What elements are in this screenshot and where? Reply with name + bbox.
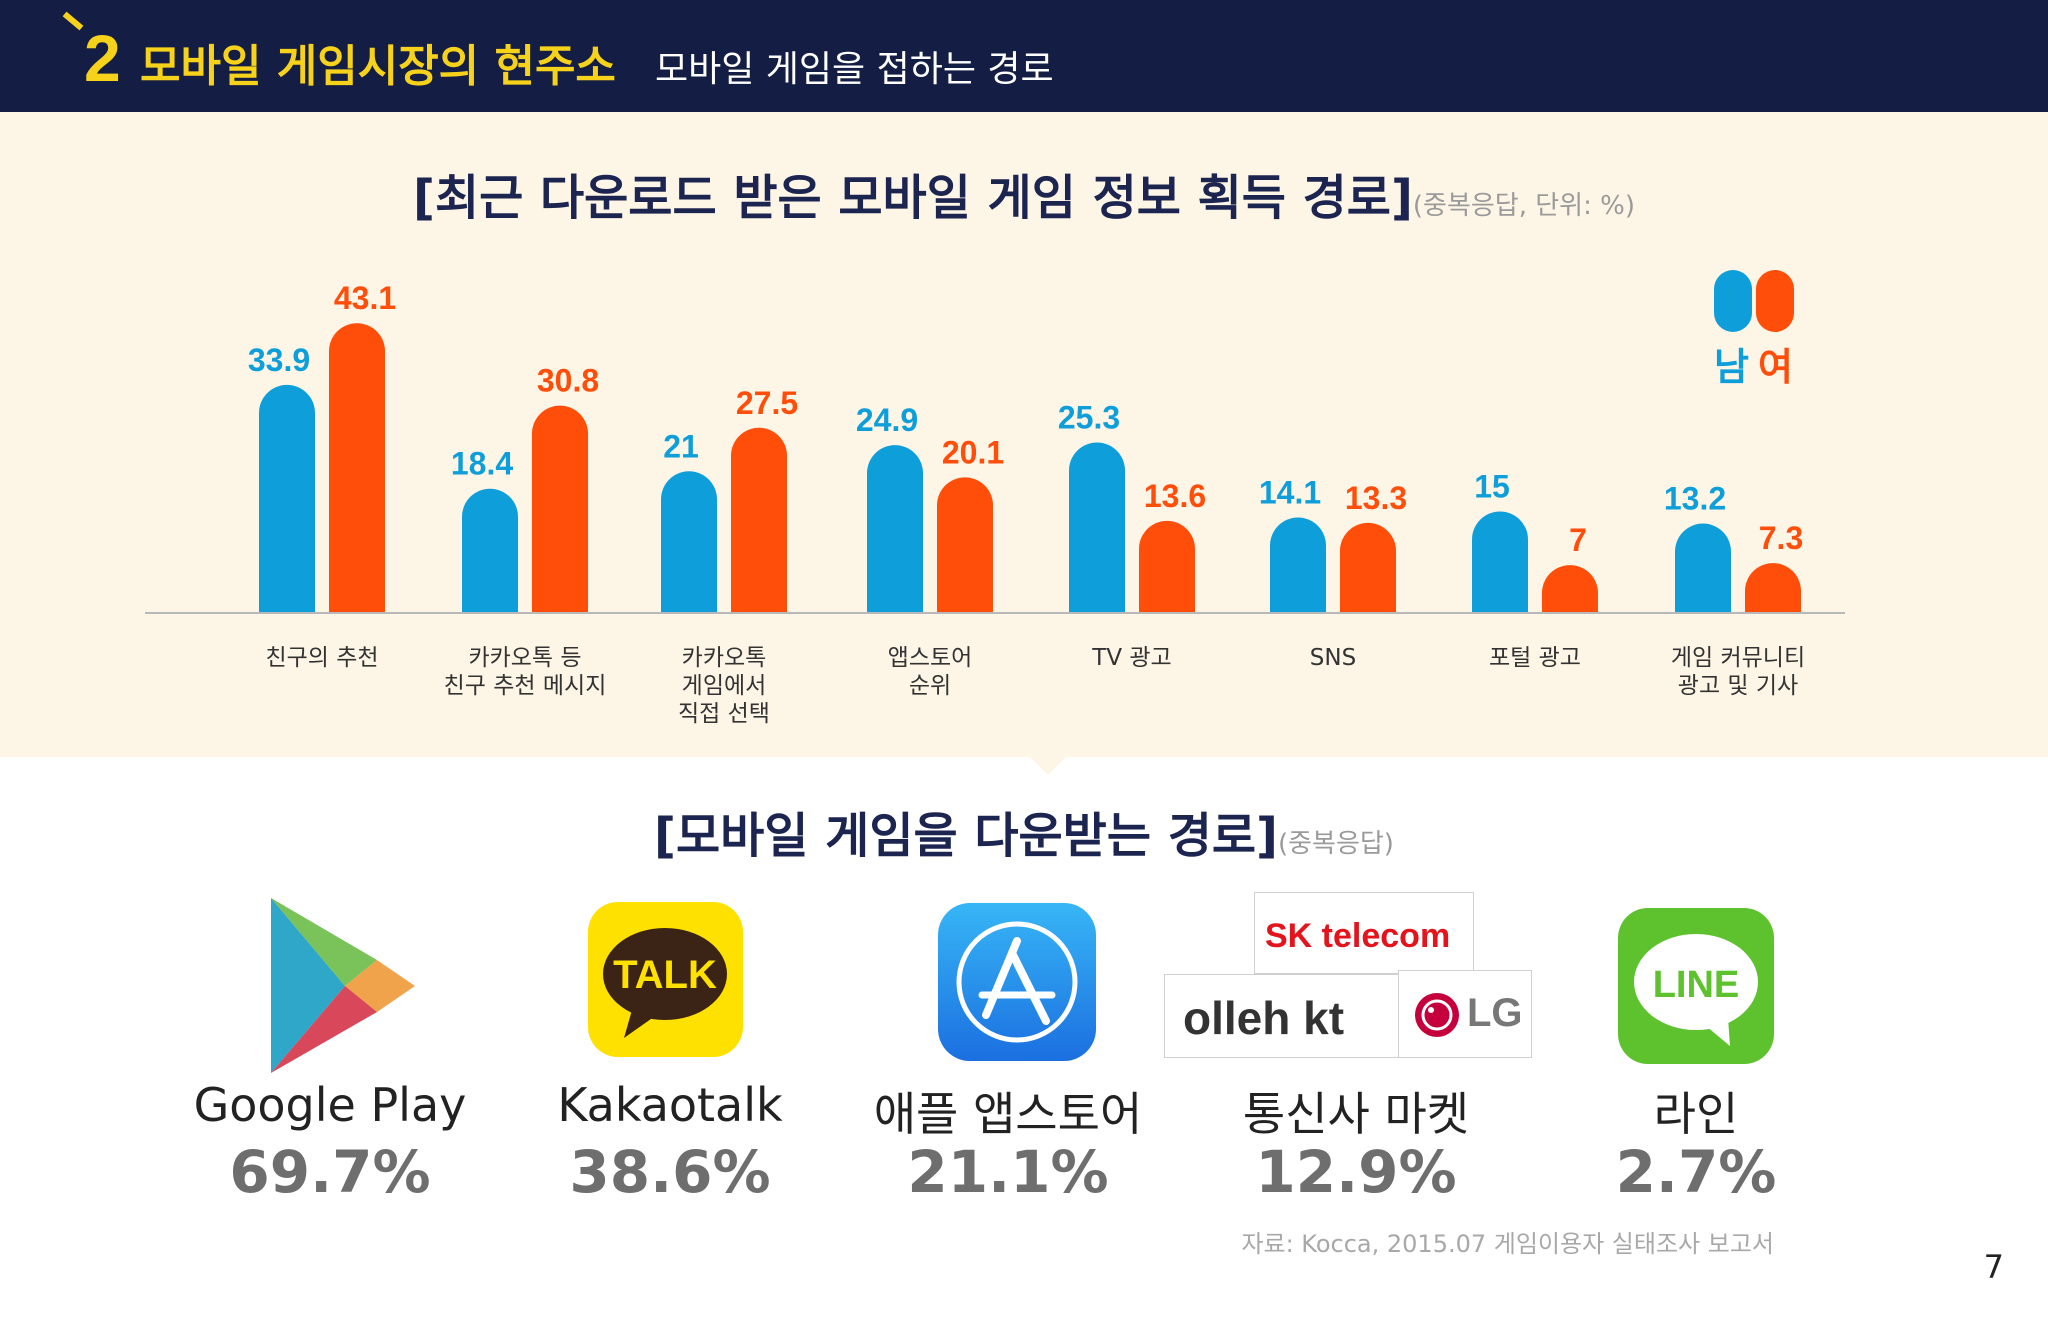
data-label: 24.9 [856,402,918,438]
data-label: 7.3 [1759,520,1803,556]
download-routes-title: [모바일 게임을 다운받는 경로](중복응답) [0,796,2048,866]
line-logo-text: LINE [1653,964,1740,1006]
data-label: 43.1 [334,280,396,316]
platform-line: LINE 라인 2.7% [1536,0,1856,1320]
data-label: 14.1 [1259,475,1321,511]
chart-legend: 남 여 [1710,270,1800,389]
data-label: 13.2 [1664,481,1726,517]
legend-male-swatch [1714,270,1752,332]
platform-percent: 38.6% [569,1138,771,1206]
data-label: 13.6 [1144,478,1206,514]
data-label: 7 [1569,522,1587,558]
category-label: 카카오톡 등 [468,645,581,671]
category-label: SNS [1310,645,1356,671]
category-label: 게임에서 [682,673,767,699]
kakaotalk-icon: TALK [588,902,743,1057]
section-subtitle: 모바일 게임을 접하는 경로 [655,49,1054,90]
legend-female-label: 여 [1758,345,1793,389]
platform-telecom: SK telecom olleh kt LG 통신사 마켓 12.9% [1164,0,1532,1320]
bar-male [867,445,923,612]
platform-percent: 21.1% [907,1138,1109,1206]
platform-app-store: 애플 앱스토어 21.1% [848,0,1168,1320]
category-label: 친구의 추천 [265,645,378,671]
chart-title: [최근 다운로드 받은 모바일 게임 정보 획득 경로](중복응답, 단위: %… [0,158,2048,228]
bar-female [1340,522,1396,612]
category-label: 게임 커뮤니티 [1671,645,1805,671]
bar-female [1139,520,1195,612]
bar-female [1745,563,1801,612]
platform-percent: 2.7% [1615,1138,1777,1206]
kakaotalk-logo-text: TALK [613,953,717,997]
bar-male [1675,523,1731,612]
category-label: 카카오톡 [682,645,767,671]
platform-percent: 69.7% [229,1138,431,1206]
platform-name: 애플 앱스토어 [873,1087,1143,1141]
platform-google-play: Google Play 69.7% [170,0,490,1320]
bar-female [937,477,993,612]
platform-name: Kakaotalk [557,1078,783,1132]
legend-female-swatch [1756,270,1794,332]
olleh-kt-logo: olleh kt [1164,974,1416,1058]
bar-male [259,384,315,612]
data-label: 30.8 [537,363,599,399]
line-icon: LINE [1618,908,1774,1064]
lg-logo: LG [1398,970,1532,1058]
google-play-icon [271,898,415,1073]
data-label: 18.4 [451,446,513,482]
bar-female [532,405,588,612]
category-label: 앱스토어 [888,645,973,671]
bar-female [1542,565,1598,612]
category-label: 포털 광고 [1489,645,1581,671]
platform-name: 라인 [1653,1087,1739,1141]
download-routes-note: (중복응답) [1277,829,1394,859]
category-label: 친구 추천 메시지 [444,673,607,699]
category-label: 순위 [909,673,951,699]
telecom-logos-icon: SK telecom olleh kt LG [1164,890,1548,1060]
panel-pointer [1028,755,1068,775]
download-routes-title-text: [모바일 게임을 다운받는 경로] [654,808,1278,864]
olleh-kt-logo-text: olleh kt [1183,992,1345,1044]
bar-male [661,471,717,612]
bar-male [462,488,518,612]
legend-male-label: 남 [1714,345,1749,389]
chart-note: (중복응답, 단위: %) [1412,191,1635,221]
data-label: 27.5 [736,385,798,421]
source-note: 자료: Kocca, 2015.07 게임이용자 실태조사 보고서 [1241,1230,1774,1258]
sk-telecom-logo: SK telecom [1254,892,1474,974]
lg-face-icon [1415,993,1459,1037]
data-label: 13.3 [1345,480,1407,516]
section-title: 모바일 게임시장의 현주소 [140,41,616,92]
platform-kakaotalk: TALK Kakaotalk 38.6% [510,0,830,1320]
data-label: 15 [1474,469,1510,505]
category-label: 직접 선택 [678,701,770,727]
sk-telecom-logo-text: SK telecom [1265,917,1451,955]
bar-chart: 33.9 43.1 친구의 추천 18.4 30.8 카카오톡 등친구 추천 메시지 21 2… [145,280,1845,727]
lg-logo-text: LG [1467,991,1523,1035]
bar-male [1069,442,1125,612]
bar-male [1270,517,1326,612]
data-label: 20.1 [942,434,1004,470]
data-label: 21 [663,428,699,464]
platform-name: 통신사 마켓 [1242,1087,1470,1141]
bar-female [329,323,385,612]
header-bar: 2 모바일 게임시장의 현주소 모바일 게임을 접하는 경로 [0,0,2048,112]
chart-title-text: [최근 다운로드 받은 모바일 게임 정보 획득 경로] [413,170,1413,226]
section-number: 2 [84,21,121,95]
bar-male [1472,511,1528,612]
page-number: 7 [1983,1248,2004,1286]
data-label: 25.3 [1058,399,1120,435]
app-store-icon [938,903,1096,1061]
bar-female [731,427,787,612]
data-label: 33.9 [248,342,310,378]
platform-percent: 12.9% [1255,1138,1457,1206]
platform-name: Google Play [193,1078,467,1132]
category-label: 광고 및 기사 [1678,673,1798,699]
category-label: TV 광고 [1091,645,1171,671]
